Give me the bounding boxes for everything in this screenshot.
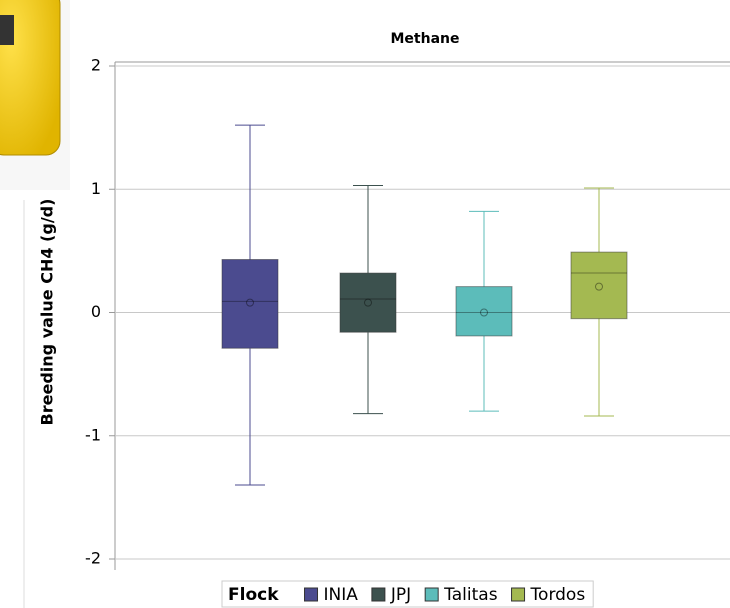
y-axis-label: Breeding value CH4 (g/d): [38, 199, 57, 426]
legend-label: Tordos: [530, 585, 586, 605]
legend-swatch: [372, 588, 385, 601]
legend-swatch: [425, 588, 438, 601]
box: [571, 252, 627, 319]
y-tick-label: -2: [85, 549, 101, 568]
legend-label: Talitas: [443, 585, 498, 605]
chart: Methane Breeding value CH4 (g/d) Flock -…: [0, 0, 730, 608]
y-tick-label: 0: [91, 302, 101, 321]
legend-swatch: [512, 588, 525, 601]
box: [340, 273, 396, 332]
legend-swatch: [305, 588, 318, 601]
legend-title: Flock: [228, 585, 279, 605]
device-screen: [0, 15, 14, 45]
y-tick-label: -1: [85, 425, 101, 444]
chart-title: Methane: [391, 31, 460, 47]
legend-label: INIA: [324, 585, 359, 605]
y-tick-label: 2: [91, 56, 101, 75]
box: [456, 287, 512, 336]
box: [222, 260, 278, 349]
legend-label: JPJ: [390, 585, 411, 605]
y-tick-label: 1: [91, 179, 101, 198]
